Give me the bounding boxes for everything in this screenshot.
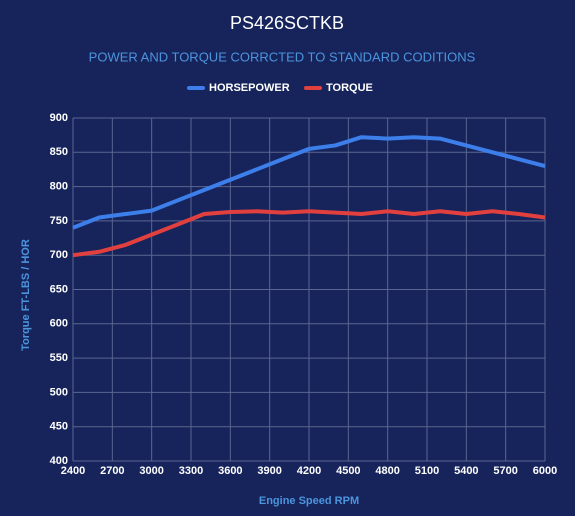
line-series [72, 135, 546, 230]
legend-label: TORQUE [326, 82, 373, 94]
y-tick-label: 750 [50, 215, 68, 227]
y-tick-label: 850 [50, 146, 68, 158]
x-tick-label: 4200 [297, 465, 321, 477]
x-tick-label: 4500 [336, 465, 360, 477]
y-tick-label: 600 [50, 318, 68, 330]
x-tick-label: 6000 [533, 465, 557, 477]
y-tick-label: 800 [50, 181, 68, 193]
x-tick-label: 5100 [415, 465, 439, 477]
x-tick-label: 2400 [61, 465, 85, 477]
legend-label: HORSEPOWER [209, 82, 290, 94]
y-tick-label: 700 [50, 249, 68, 261]
x-tick-label: 3900 [257, 465, 281, 477]
chart-title: PS426SCTKB [230, 13, 344, 33]
y-tick-label: 500 [50, 386, 68, 398]
x-axis-label: Engine Speed RPM [259, 495, 359, 507]
x-tick-label: 2700 [100, 465, 124, 477]
y-tick-label: 400 [50, 455, 68, 467]
y-tick-label: 450 [50, 421, 68, 433]
line-series [72, 209, 546, 258]
chart-subtitle: POWER AND TORQUE CORRCTED TO STANDARD CO… [89, 49, 476, 64]
x-tick-label: 4800 [375, 465, 399, 477]
y-tick-label: 650 [50, 283, 68, 295]
x-tick-label: 3300 [179, 465, 203, 477]
x-tick-label: 5700 [493, 465, 517, 477]
y-tick-label: 550 [50, 352, 68, 364]
y-axis-label: Torque FT-LBS / HOR [20, 239, 32, 351]
x-tick-label: 5400 [454, 465, 478, 477]
y-tick-label: 900 [50, 112, 68, 124]
x-tick-label: 3000 [139, 465, 163, 477]
x-tick-label: 3600 [218, 465, 242, 477]
